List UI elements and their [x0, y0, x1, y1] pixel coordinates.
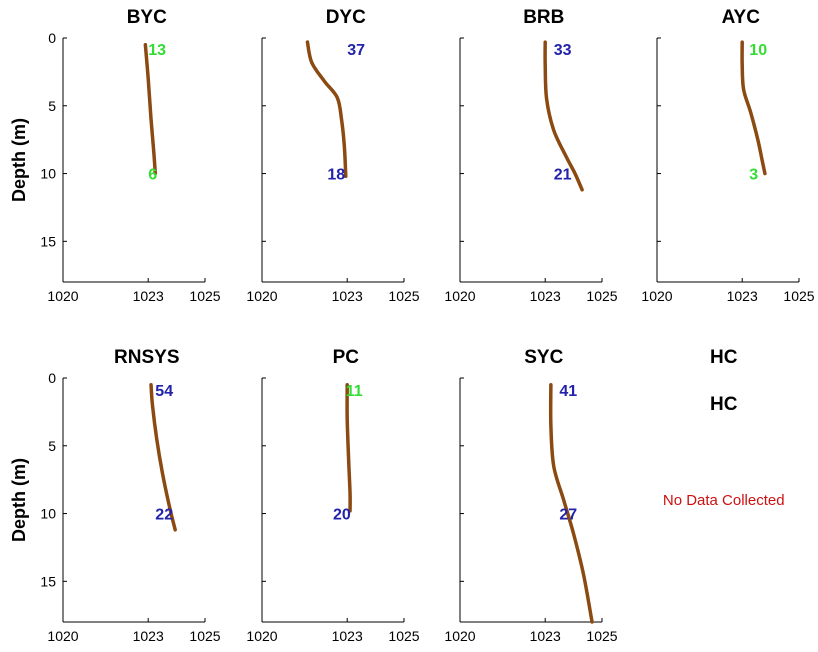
x-tick-label: 1020	[47, 288, 78, 304]
sample-count-label: 37	[347, 42, 365, 59]
panel-title: RNSYS	[114, 347, 179, 368]
density-profile-line	[143, 43, 158, 176]
density-profile-line	[548, 383, 594, 624]
y-tick-label: 5	[48, 98, 56, 114]
x-tick-label: 1023	[133, 288, 164, 304]
density-profile-line	[149, 383, 177, 532]
x-tick-label: 1020	[444, 288, 475, 304]
y-tick-label: 10	[40, 506, 56, 522]
x-tick-label: 1025	[388, 288, 419, 304]
x-tick-label: 1023	[727, 288, 758, 304]
x-tick-label: 1025	[586, 628, 617, 644]
y-tick-label: 10	[40, 166, 56, 182]
panel-title: HC	[710, 347, 738, 368]
sample-count-label: 18	[327, 167, 345, 184]
y-tick-label: 15	[40, 573, 56, 589]
x-tick-label: 1023	[530, 628, 561, 644]
x-tick-label: 1025	[783, 288, 814, 304]
panel-title: AYC	[722, 7, 761, 28]
sample-count-label: 13	[148, 42, 166, 59]
x-tick-label: 1023	[133, 628, 164, 644]
sample-count-label: 54	[155, 383, 173, 400]
x-tick-label: 1020	[641, 288, 672, 304]
x-tick-label: 1025	[586, 288, 617, 304]
x-tick-label: 1020	[47, 628, 78, 644]
density-profile-line	[305, 40, 348, 179]
panel-title: PC	[333, 347, 360, 368]
y-axis-label: Depth (m)	[9, 118, 29, 202]
sample-count-label: 11	[346, 383, 363, 400]
panel-subtitle: HC	[710, 394, 738, 415]
y-tick-label: 15	[40, 233, 56, 249]
x-tick-label: 1020	[246, 288, 277, 304]
panel-title: BYC	[127, 7, 167, 28]
sample-count-label: 33	[554, 42, 572, 59]
x-tick-label: 1025	[189, 288, 220, 304]
sample-count-label: 3	[749, 167, 758, 184]
x-tick-label: 1023	[332, 288, 363, 304]
panel-title: DYC	[326, 7, 366, 28]
x-tick-label: 1020	[246, 628, 277, 644]
sample-count-label: 6	[148, 167, 157, 184]
sample-count-label: 41	[559, 383, 577, 400]
x-tick-label: 1020	[444, 628, 475, 644]
y-tick-label: 0	[48, 370, 56, 386]
y-axis-label: Depth (m)	[9, 458, 29, 542]
no-data-message: No Data Collected	[663, 492, 785, 509]
panel-title: BRB	[523, 7, 564, 28]
density-profile-line	[345, 383, 352, 513]
x-tick-label: 1023	[530, 288, 561, 304]
sample-count-label: 22	[155, 507, 173, 524]
sample-count-label: 27	[559, 507, 577, 524]
sample-count-label: 10	[749, 42, 767, 59]
x-tick-label: 1025	[388, 628, 419, 644]
sample-count-label: 20	[333, 507, 351, 524]
density-profile-line	[543, 40, 584, 192]
x-tick-label: 1023	[332, 628, 363, 644]
panel-title: SYC	[524, 347, 563, 368]
y-tick-label: 5	[48, 438, 56, 454]
density-profile-line	[740, 40, 767, 176]
x-tick-label: 1025	[189, 628, 220, 644]
sample-count-label: 21	[554, 167, 572, 184]
y-tick-label: 0	[48, 30, 56, 46]
